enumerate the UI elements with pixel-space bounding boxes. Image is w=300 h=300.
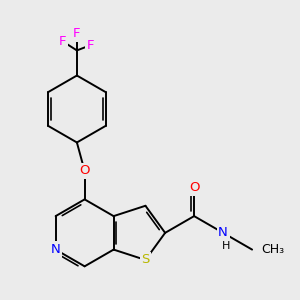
Text: H: H [221, 241, 230, 251]
Text: S: S [141, 254, 150, 266]
Text: N: N [51, 243, 61, 256]
Text: O: O [189, 181, 200, 194]
Text: O: O [80, 164, 90, 177]
Text: N: N [218, 226, 228, 239]
Text: F: F [59, 35, 67, 48]
Text: CH₃: CH₃ [261, 243, 284, 256]
Text: F: F [86, 39, 94, 52]
Text: F: F [73, 27, 81, 40]
